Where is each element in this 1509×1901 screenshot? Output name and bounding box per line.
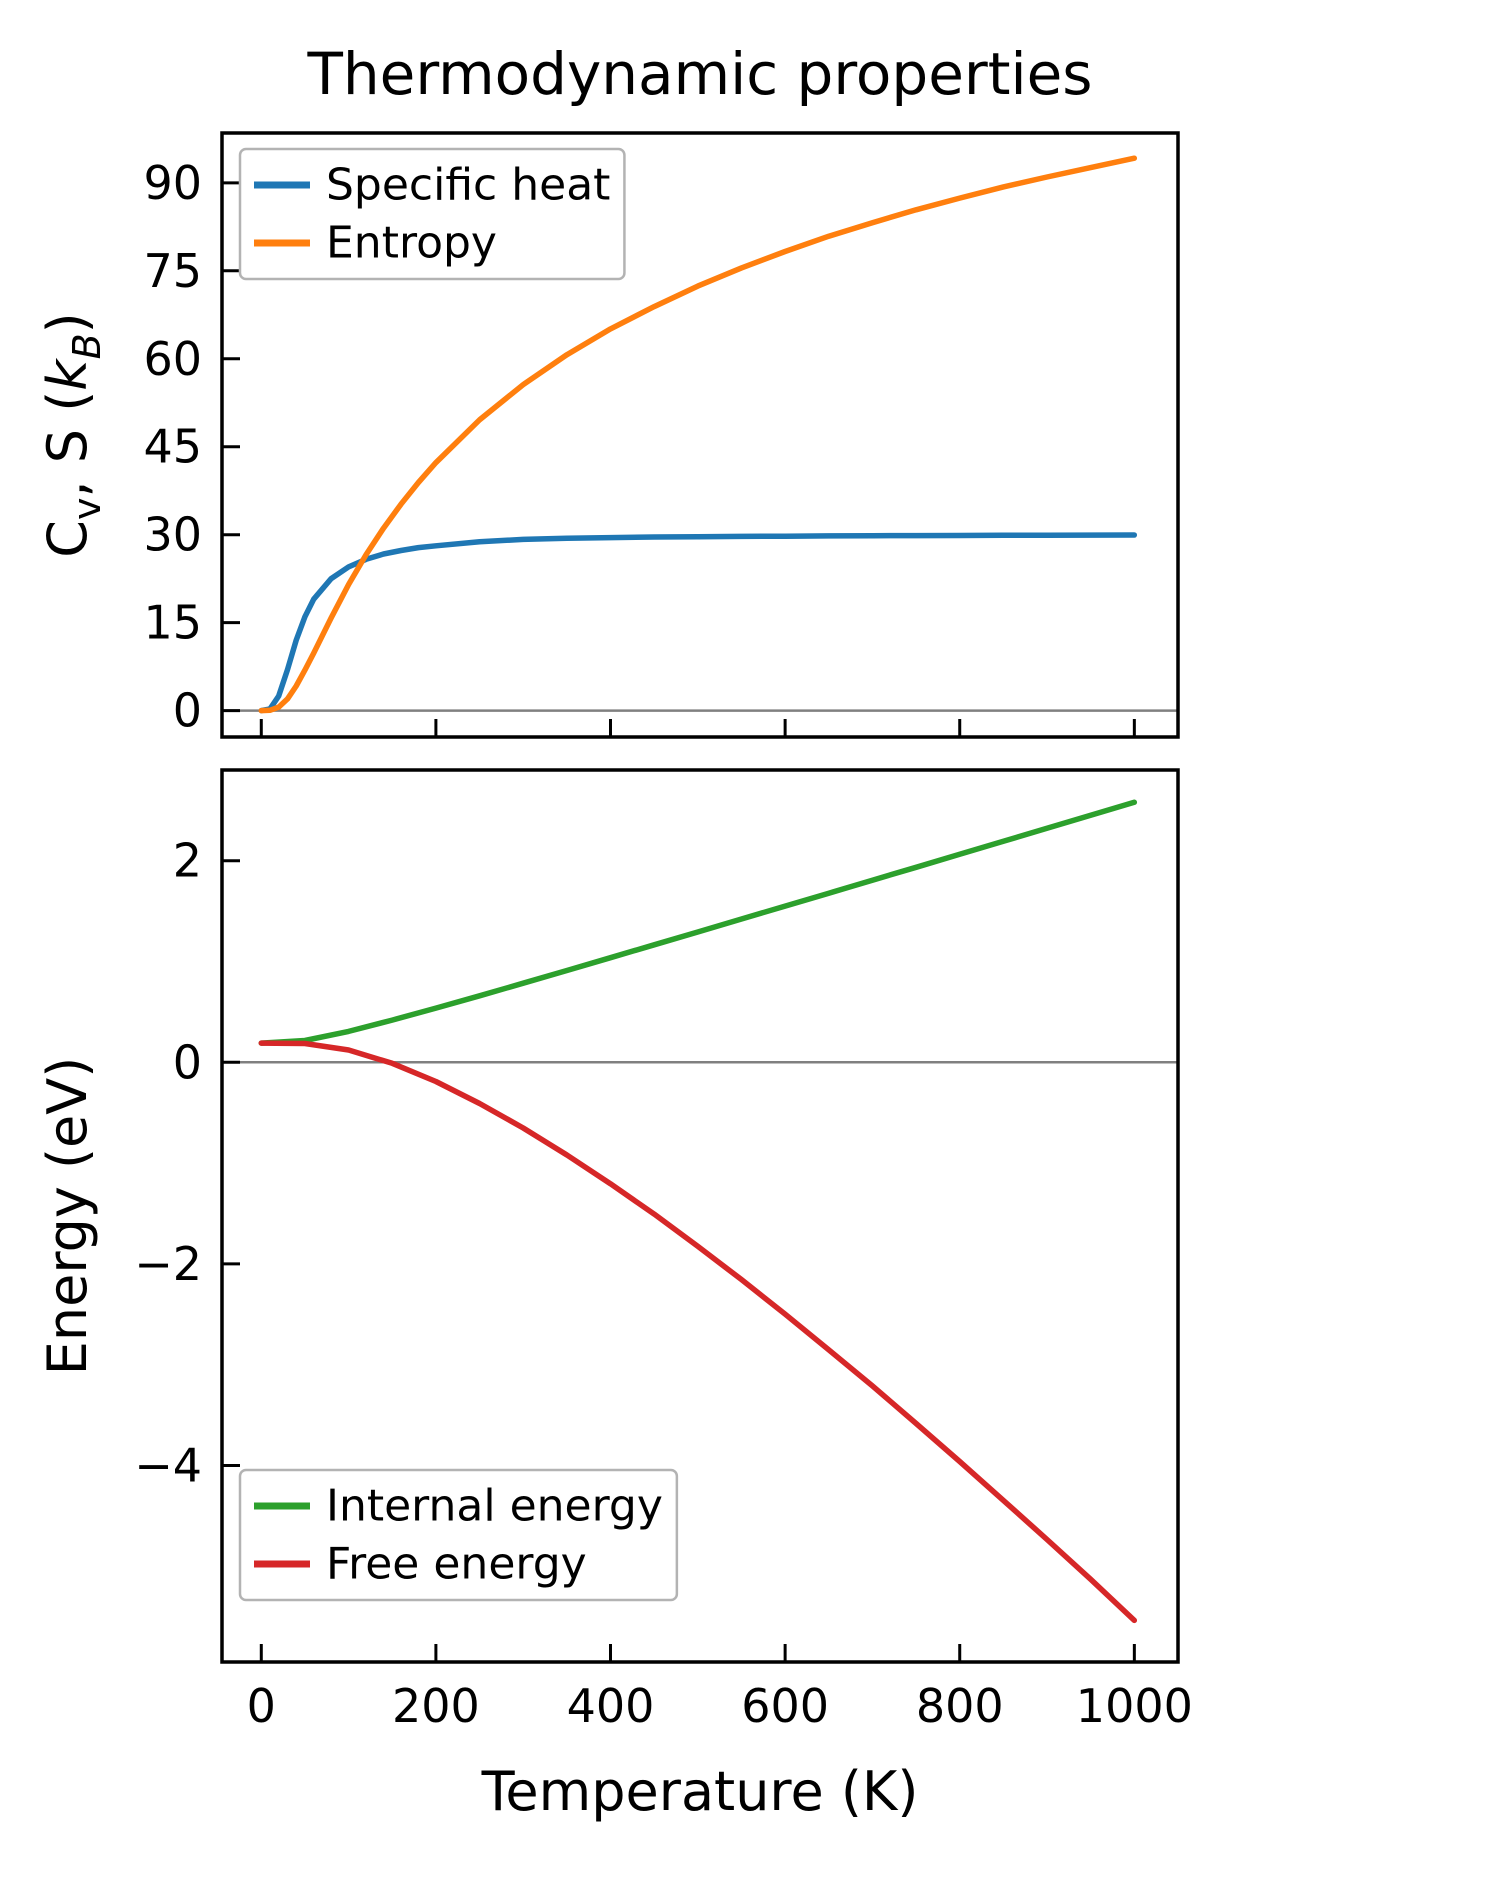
specific-heat-line [258,532,1138,714]
x-axis-label: Temperature (K) [481,1760,919,1823]
legend-label: Internal energy [326,1481,663,1532]
x-tick-label: 200 [392,1679,480,1733]
y-axis-label-part: Energy (eV) [36,1057,99,1376]
axes-spines [220,768,1180,1664]
y-tick-label: 90 [143,156,202,210]
legend-entry: Free energy [254,1539,587,1590]
legend: Specific heat Entropy [238,147,626,281]
y-tick-label: 75 [143,244,202,298]
legend-box [238,1468,679,1602]
bottom-axes: −4 −2 0 2 0 200 400 600 800 1000 Energy (eV) Intern… [36,768,1193,1733]
legend-entry: Specific heat [254,160,610,211]
chart-title: Thermodynamic properties [307,40,1093,108]
y-axis-label-part: ) [36,312,99,333]
legend-label: Free energy [326,1539,587,1590]
entropy-line [258,155,1138,714]
legend-label: Entropy [326,218,497,269]
x-tick-label: 1000 [1076,1679,1193,1733]
legend-box [238,147,626,281]
x-tick-label: 600 [741,1679,829,1733]
legend-entry: Internal energy [254,1481,663,1532]
free-energy-line [258,1040,1138,1624]
x-tick-label: 400 [567,1679,655,1733]
axes-spines [220,131,1180,739]
y-axis-label-part: C [36,520,99,558]
y-axis-label-part: k [36,357,99,391]
y-tick-label: 0 [173,1035,202,1089]
y-tick-label: 45 [143,420,202,474]
y-tick-label: 15 [143,596,202,650]
y-axis-label-part: v [65,498,109,521]
internal-energy-line [258,799,1138,1046]
legend: Internal energy Free energy [238,1468,679,1602]
x-tick-label: 800 [916,1679,1004,1733]
y-axis-label-part: B [65,333,109,359]
y-axis-label-part: , S ( [36,391,99,498]
y-axis-label: Energy (eV) [36,1057,99,1376]
top-axes: 0 15 30 45 60 75 90 Cv, S (kB) Specific heat Entr… [36,131,1180,739]
legend-entry: Entropy [254,218,497,269]
y-tick-label: 30 [143,508,202,562]
y-tick-label: −4 [134,1438,202,1492]
x-tick-label: 0 [247,1679,276,1733]
y-tick-label: 60 [143,332,202,386]
y-tick-label: 0 [173,684,202,738]
legend-label: Specific heat [326,160,610,211]
y-tick-label: 2 [173,834,202,888]
y-tick-label: −2 [134,1237,202,1291]
y-axis-label: Cv, S (kB) [36,312,109,558]
